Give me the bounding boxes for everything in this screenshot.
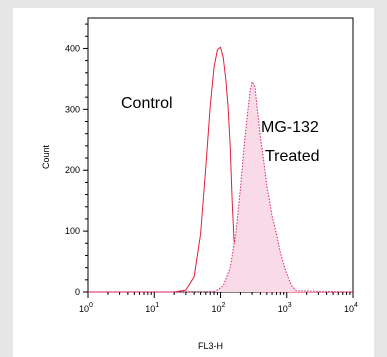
control-series-line	[88, 46, 353, 293]
control-annotation: Control	[121, 95, 173, 112]
treated-annotation-line-2: Treated	[265, 148, 320, 165]
x-tick-exponent: 2	[222, 302, 226, 309]
y-tick-label: 200	[65, 165, 80, 175]
x-tick-label: 100	[79, 302, 93, 314]
treated-annotation: MG-132 Treated	[261, 119, 323, 165]
x-tick-label: 101	[145, 302, 159, 314]
x-tick-base: 10	[344, 304, 354, 314]
x-tick-base: 10	[79, 304, 89, 314]
x-tick-base: 10	[145, 304, 155, 314]
y-tick-label: 0	[75, 287, 80, 297]
x-tick-exponent: 4	[354, 302, 358, 309]
y-tick-label: 300	[65, 104, 80, 114]
x-tick-exponent: 1	[155, 302, 159, 309]
treated-annotation-line-1: MG-132	[261, 119, 319, 136]
x-axis-label: FL3-H	[198, 341, 223, 351]
treated-area	[88, 81, 353, 293]
x-tick-base: 10	[212, 304, 222, 314]
x-tick-label: 103	[278, 302, 292, 314]
y-tick-label: 100	[65, 226, 80, 236]
control-annotation-line: Control	[121, 95, 173, 112]
y-tick-label: 400	[65, 43, 80, 53]
chart-panel: 100 101 102 103 104 0 100 200 300 400 FL3-H Count…	[13, 8, 374, 357]
x-tick-exponent: 0	[89, 302, 93, 309]
x-tick-exponent: 3	[288, 302, 292, 309]
x-tick-base: 10	[278, 304, 288, 314]
treated-series-line	[88, 80, 354, 293]
x-tick-label: 104	[344, 302, 358, 314]
y-axis-label: Count	[41, 145, 51, 170]
x-tick-label: 102	[212, 302, 226, 314]
